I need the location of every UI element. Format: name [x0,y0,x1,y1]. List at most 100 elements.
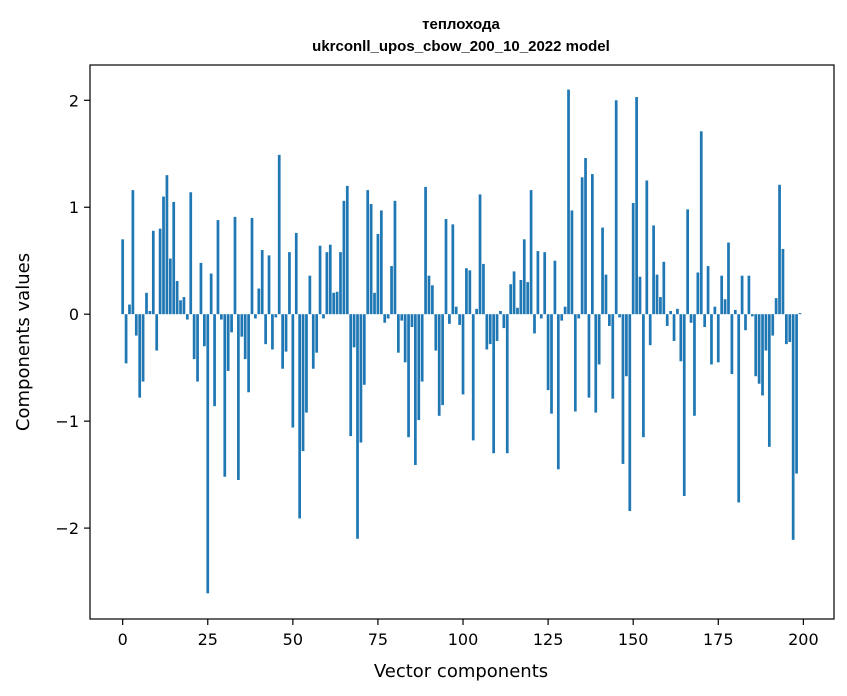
bar [740,275,744,315]
bar [798,313,802,315]
bar [203,314,206,347]
bar [305,314,308,413]
bar [635,97,638,315]
bar [437,314,441,416]
bar [716,314,720,363]
bar [451,224,455,315]
bar [209,273,213,315]
bar [791,314,795,540]
bar [686,209,690,315]
bar [485,314,489,350]
bar [226,314,230,371]
bar [655,274,659,315]
bar [233,216,237,315]
bar [750,314,754,317]
bar [458,314,461,325]
bar [665,314,669,326]
bar [134,314,138,336]
bar [761,314,764,396]
bar [781,248,785,315]
bar [618,314,621,318]
bar [720,275,724,315]
bar [689,314,693,323]
bar [499,310,502,315]
bar [172,201,176,315]
bar [625,314,628,377]
bar [679,314,683,362]
plot-area-frame [89,64,835,620]
bar [645,180,649,315]
bar [124,314,128,364]
bar [414,314,417,465]
y-tick-label: 2 [69,91,79,110]
bar [492,314,496,454]
bar [145,292,148,315]
y-tick-label: −1 [55,412,79,431]
chart-title-line1: теплохода [422,16,500,33]
bar [257,288,261,315]
x-tick-label: 75 [368,630,388,649]
bar [795,314,798,474]
bar [560,314,564,321]
bar [723,299,727,315]
bar [175,281,179,315]
bar [577,314,581,319]
bar [362,314,366,385]
bar [441,314,444,406]
bar [230,314,233,333]
y-tick-label: 1 [69,198,79,217]
bar [376,233,380,315]
bar [696,272,700,315]
bar [417,314,421,421]
bar [539,314,543,319]
bar [652,225,655,315]
bar [141,314,145,382]
bar [393,200,397,315]
bar [669,310,672,315]
bar [185,314,189,320]
bar [638,276,642,315]
bar [502,314,506,329]
bar [427,275,431,315]
bar [710,314,713,365]
bar [243,314,247,360]
bar [315,314,319,353]
bar [608,314,611,326]
bar [468,270,472,315]
bar [179,300,182,315]
bar [478,194,482,315]
bar [546,314,550,391]
bar [533,314,536,334]
bar [590,174,594,315]
bar [788,314,792,342]
y-tick-label: 0 [69,305,79,324]
bar [131,190,135,315]
bar [693,314,696,416]
bar [284,314,288,352]
bar [196,314,199,382]
bar [482,263,485,315]
bar [471,314,475,441]
bar [325,252,329,315]
bar [288,252,291,315]
bar [563,306,567,315]
x-tick-label: 0 [118,630,128,649]
bar [662,261,666,315]
bar [318,245,322,315]
bar [434,314,438,351]
bar [165,175,169,315]
bar [519,279,523,315]
bar [396,314,400,353]
bar [454,306,458,315]
bar [335,291,339,315]
bar [512,271,516,315]
bar [648,314,652,346]
bar [784,314,788,345]
bar [264,314,267,345]
bar [754,314,758,377]
bar [223,314,227,477]
bar [298,314,302,519]
bar [509,284,513,315]
x-tick-label: 125 [533,630,564,649]
bar [767,314,771,447]
